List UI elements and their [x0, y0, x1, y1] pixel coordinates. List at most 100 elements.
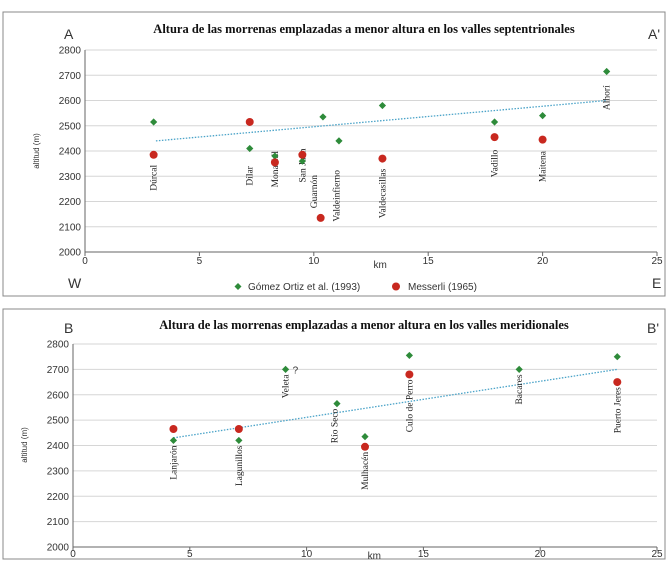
- panel-a-ytick-label: 2800: [59, 46, 82, 57]
- panel-b-ytick-label: 2200: [47, 492, 70, 503]
- panel-a-gomez-point: [298, 157, 306, 165]
- legend-messerli-label: Messerli (1965): [408, 282, 477, 293]
- panel-b-corner-tr: B': [647, 320, 659, 336]
- panel-b-ytick-label: 2100: [47, 517, 70, 528]
- panel-a-site-label: Dúrcal: [150, 165, 160, 191]
- panel-a-plot: 2000 2100 2200 2300 2400 2500 2600 2700 2800 0 5 10…: [32, 46, 663, 272]
- panel-a-xtick-label: 25: [651, 256, 663, 267]
- panel-a-gomez-point: [490, 118, 499, 126]
- panel-b-ytick-label: 2800: [47, 340, 70, 351]
- panel-b-messerli-point: [613, 378, 622, 387]
- panel-a-messerli-point: [316, 213, 325, 222]
- panel-b-site-label: Bacares: [515, 374, 525, 404]
- legend-messerli-marker: [392, 282, 400, 291]
- panel-b-gomez-point: [281, 365, 290, 373]
- panel-b-x-axis-label: km: [368, 551, 381, 562]
- panel-a-messerli-point: [298, 150, 307, 159]
- panel-b-xtick-label: 15: [418, 549, 430, 560]
- panel-a-messerli-point: [378, 154, 387, 163]
- legend-gomez-marker: [234, 283, 242, 290]
- panel-b-xtick-label: 0: [70, 549, 76, 560]
- panel-b-site-label: Lanjarón: [169, 445, 179, 480]
- legend: Gómez Ortiz et al. (1993) Messerli (1965…: [234, 282, 477, 293]
- panel-b-xtick-label: 5: [187, 549, 193, 560]
- panel-a-gomez-point: [335, 137, 343, 145]
- panel-b-messerli-point: [234, 425, 243, 434]
- panel-b-site-label: Veleta: [282, 374, 292, 399]
- panel-a-gomez-point: [271, 152, 279, 160]
- panel-b-title: Altura de las morrenas emplazadas a meno…: [159, 318, 569, 332]
- panel-b-frame: [2, 308, 666, 560]
- panel-a-x-axis-label: km: [373, 260, 386, 271]
- panel-b-gomez-point: [361, 433, 369, 441]
- panel-b-xtick-label: 20: [535, 549, 547, 560]
- panel-a-ytick-label: 2000: [59, 248, 82, 259]
- panel-b-gomez-point: [515, 365, 523, 373]
- panel-b-xtick-label: 10: [301, 549, 313, 560]
- panel-a-ytick-label: 2300: [59, 172, 82, 183]
- panel-a-gomez-point: [378, 101, 387, 110]
- panel-a-messerli-point: [245, 117, 254, 126]
- panel-b-messerli-point: [405, 370, 414, 379]
- panel-b-gomez-point: [405, 351, 413, 360]
- panel-a-corner-tl: A: [64, 26, 74, 42]
- panel-a-site-label: Valdecasillas: [378, 168, 388, 218]
- panel-b-annotation: ?: [293, 365, 299, 376]
- panel-a-site-label: Alhorí: [603, 85, 613, 110]
- panel-a-gomez-point: [603, 67, 611, 76]
- panel-a-xtick-label: 20: [537, 256, 549, 267]
- panel-b-site-label: Mulhacén: [361, 452, 371, 490]
- panel-b-y-axis-label: altitud (m): [20, 427, 29, 463]
- panel-a-gomez-point: [539, 112, 547, 120]
- panel-a-corner-tr: A': [648, 26, 660, 42]
- panel-b-site-label: Culo de Perro: [405, 379, 415, 432]
- panel-b-messerli-point: [169, 425, 178, 434]
- panel-b-gomez-point: [613, 353, 621, 361]
- panel-b-ytick-label: 2700: [47, 365, 70, 376]
- panel-b-ytick-label: 2300: [47, 466, 70, 477]
- panel-a-messerli-point: [490, 133, 499, 142]
- panel-a-xtick-label: 0: [82, 256, 88, 267]
- panel-a-site-label: Guarnón: [310, 175, 320, 208]
- panel-b-gomez-point: [169, 436, 178, 445]
- panel-a-ytick-label: 2700: [59, 71, 82, 82]
- panel-a-site-label: Monachil: [271, 151, 281, 188]
- panel-b-ytick-label: 2400: [47, 441, 70, 452]
- panel-a-trend-line: [155, 99, 607, 142]
- panel-b-ytick-label: 2000: [47, 543, 70, 554]
- panel-a-xtick-label: 15: [423, 256, 435, 267]
- panel-a-ytick-label: 2200: [59, 197, 82, 208]
- panel-a-messerli-point: [149, 150, 158, 159]
- panel-a-site-label: San Juan: [298, 148, 308, 182]
- panel-a-site-label: Vadillo: [491, 149, 501, 177]
- panel-a-gomez-point: [246, 144, 254, 153]
- panel-a-site-label: Maitena: [539, 150, 549, 182]
- panel-a-frame: [2, 11, 666, 297]
- panel-a-xtick-label: 5: [197, 256, 203, 267]
- panel-a-title: Altura de las morrenas emplazadas a meno…: [153, 22, 575, 36]
- panel-b-site-label: Puerto Jeres: [613, 387, 623, 433]
- panel-b-corner-tl: B: [64, 320, 73, 336]
- panel-b-gomez-point: [333, 400, 341, 408]
- panel-a-messerli-point: [538, 135, 547, 144]
- panel-a-messerli-point: [270, 158, 279, 167]
- panel-a-gomez-point: [150, 118, 158, 126]
- panel-a-site-label: Dílar: [246, 165, 256, 185]
- panel-a-xtick-label: 10: [308, 256, 320, 267]
- panel-b-ytick-label: 2500: [47, 416, 70, 427]
- panel-b-site-label: Río Seco: [331, 408, 341, 443]
- legend-gomez-label: Gómez Ortiz et al. (1993): [248, 282, 360, 293]
- panel-a-ytick-label: 2400: [59, 147, 82, 158]
- panel-b-messerli-point: [361, 442, 369, 451]
- panel-a-ytick-label: 2500: [59, 121, 82, 132]
- panel-a-site-label: Valdeinfierno: [332, 170, 343, 222]
- panel-a-ytick-label: 2100: [59, 222, 82, 233]
- panel-b-ytick-label: 2600: [47, 390, 70, 401]
- panel-a-y-axis-label: altitud (m): [32, 133, 41, 169]
- panel-b-xtick-label: 25: [651, 549, 663, 560]
- panel-a-corner-br: E: [652, 275, 661, 291]
- panel-b-gomez-point: [235, 436, 243, 445]
- panel-b-site-label: Lagunillos: [235, 445, 245, 486]
- panel-a-gomez-point: [319, 113, 327, 121]
